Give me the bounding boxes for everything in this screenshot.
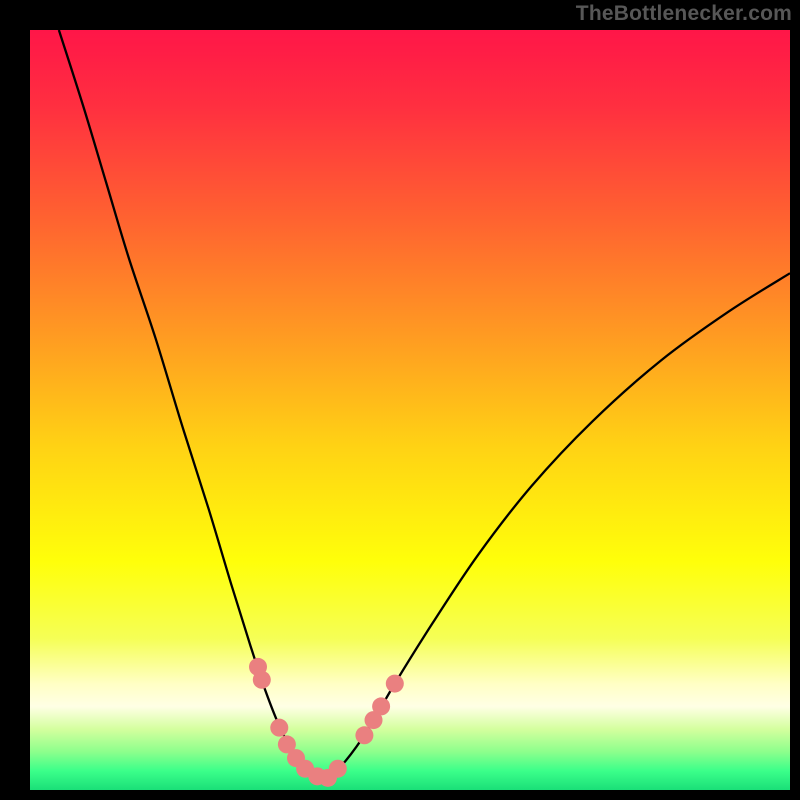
marker-point <box>386 675 404 693</box>
marker-point <box>372 697 390 715</box>
marker-point <box>355 726 373 744</box>
chart-container: TheBottlenecker.com <box>0 0 800 800</box>
plot-area <box>30 30 790 790</box>
chart-svg <box>30 30 790 790</box>
marker-point <box>253 671 271 689</box>
plot-background <box>30 30 790 790</box>
watermark-text: TheBottlenecker.com <box>576 2 792 26</box>
marker-point <box>329 760 347 778</box>
marker-point <box>270 719 288 737</box>
